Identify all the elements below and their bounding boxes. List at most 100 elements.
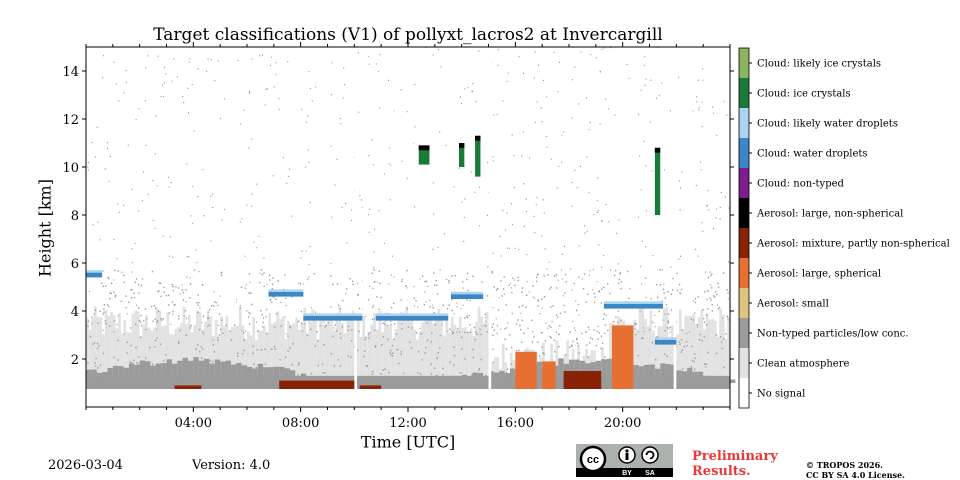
high-altitude-speckle — [557, 279, 559, 281]
non-typed-speckle — [442, 304, 444, 306]
non-typed-speckle — [257, 330, 259, 332]
high-altitude-speckle — [461, 201, 463, 203]
non-typed-lower-layer — [408, 381, 414, 383]
clean-atmosphere-column — [351, 310, 355, 376]
non-typed-speckle — [411, 327, 413, 329]
non-typed-speckle — [289, 326, 291, 329]
high-altitude-speckle — [652, 255, 654, 257]
high-altitude-speckle — [551, 320, 553, 322]
non-typed-lower-layer — [386, 381, 392, 383]
high-altitude-speckle — [87, 166, 89, 168]
non-typed-speckle — [184, 309, 187, 312]
water-cloud-layer — [86, 272, 103, 278]
non-typed-speckle — [524, 349, 526, 352]
clean-atmosphere-column — [432, 323, 435, 376]
high-altitude-speckle — [599, 71, 601, 73]
non-typed-speckle — [87, 362, 89, 364]
high-altitude-speckle — [497, 64, 499, 66]
non-typed-speckle — [262, 321, 264, 324]
high-altitude-speckle — [626, 63, 628, 66]
legend-swatch — [739, 48, 749, 78]
high-altitude-speckle — [144, 100, 146, 102]
non-typed-speckle — [692, 319, 695, 321]
non-typed-lower-layer — [601, 359, 607, 383]
water-cloud-layer — [654, 339, 677, 345]
high-altitude-speckle — [727, 298, 729, 300]
high-altitude-speckle — [604, 332, 606, 334]
cc-by-sa-badge[interactable]: cc BY SA — [576, 444, 673, 477]
clean-atmosphere-column — [88, 329, 92, 376]
non-typed-speckle — [103, 308, 105, 310]
high-altitude-speckle — [640, 266, 642, 268]
non-typed-speckle — [275, 298, 277, 301]
high-altitude-speckle — [253, 241, 255, 243]
non-typed-speckle — [185, 289, 187, 291]
non-typed-speckle — [390, 354, 392, 356]
non-typed-speckle — [102, 285, 104, 288]
x-tick-label: 16:00 — [497, 416, 534, 431]
non-typed-speckle — [486, 295, 489, 297]
non-typed-speckle — [464, 358, 466, 360]
non-typed-speckle — [372, 370, 374, 373]
cc-icon-text: cc — [587, 454, 599, 466]
high-altitude-speckle — [87, 161, 90, 164]
high-altitude-speckle — [302, 283, 304, 285]
non-typed-lower-layer — [434, 381, 441, 383]
high-altitude-speckle — [679, 187, 682, 189]
non-typed-speckle — [159, 343, 162, 345]
high-altitude-speckle — [361, 206, 363, 209]
high-altitude-speckle — [588, 128, 590, 131]
non-typed-speckle — [451, 275, 453, 277]
non-typed-speckle — [678, 341, 681, 343]
high-altitude-speckle — [121, 271, 123, 273]
non-typed-lower-layer — [450, 375, 457, 383]
high-altitude-speckle — [183, 101, 185, 104]
high-altitude-speckle — [703, 318, 705, 320]
high-altitude-speckle — [123, 92, 125, 94]
non-typed-speckle — [564, 273, 567, 276]
high-altitude-speckle — [388, 283, 390, 285]
non-typed-speckle — [604, 356, 606, 358]
high-altitude-speckle — [251, 193, 253, 195]
high-altitude-speckle — [571, 117, 573, 119]
high-altitude-speckle — [618, 219, 620, 221]
high-altitude-speckle — [367, 213, 369, 216]
water-cloud-layer — [450, 294, 484, 299]
non-typed-speckle — [679, 343, 681, 345]
high-altitude-speckle — [169, 236, 172, 238]
non-typed-speckle — [564, 311, 566, 313]
non-typed-speckle — [317, 364, 319, 367]
high-altitude-speckle — [285, 297, 287, 300]
high-altitude-speckle — [580, 51, 582, 53]
non-typed-speckle — [603, 313, 605, 315]
non-typed-speckle — [253, 363, 255, 365]
non-typed-speckle — [436, 284, 438, 286]
cloud-shadow-column — [394, 47, 400, 316]
non-typed-speckle — [161, 319, 163, 321]
high-altitude-speckle — [525, 210, 528, 213]
non-typed-speckle — [87, 320, 90, 322]
non-typed-speckle — [706, 324, 708, 326]
non-typed-speckle — [221, 332, 224, 335]
non-typed-speckle — [240, 286, 243, 289]
clean-atmosphere-column — [198, 312, 202, 376]
high-altitude-speckle — [315, 86, 317, 88]
non-typed-speckle — [364, 338, 366, 341]
high-altitude-speckle — [131, 262, 133, 264]
high-altitude-speckle — [373, 251, 375, 253]
high-altitude-speckle — [275, 62, 277, 64]
high-altitude-speckle — [697, 255, 699, 257]
legend-swatch — [739, 168, 749, 198]
legend-frame — [738, 47, 750, 409]
non-typed-speckle — [537, 341, 539, 343]
non-typed-speckle — [538, 355, 541, 357]
non-typed-lower-layer — [102, 371, 108, 383]
non-typed-speckle — [96, 347, 99, 350]
high-altitude-speckle — [383, 173, 385, 175]
high-altitude-speckle — [288, 168, 290, 170]
non-typed-speckle — [425, 346, 427, 349]
y-tick-label: 12 — [62, 113, 79, 128]
non-typed-speckle — [93, 342, 96, 344]
non-typed-speckle — [430, 363, 432, 366]
high-altitude-speckle — [608, 108, 610, 110]
